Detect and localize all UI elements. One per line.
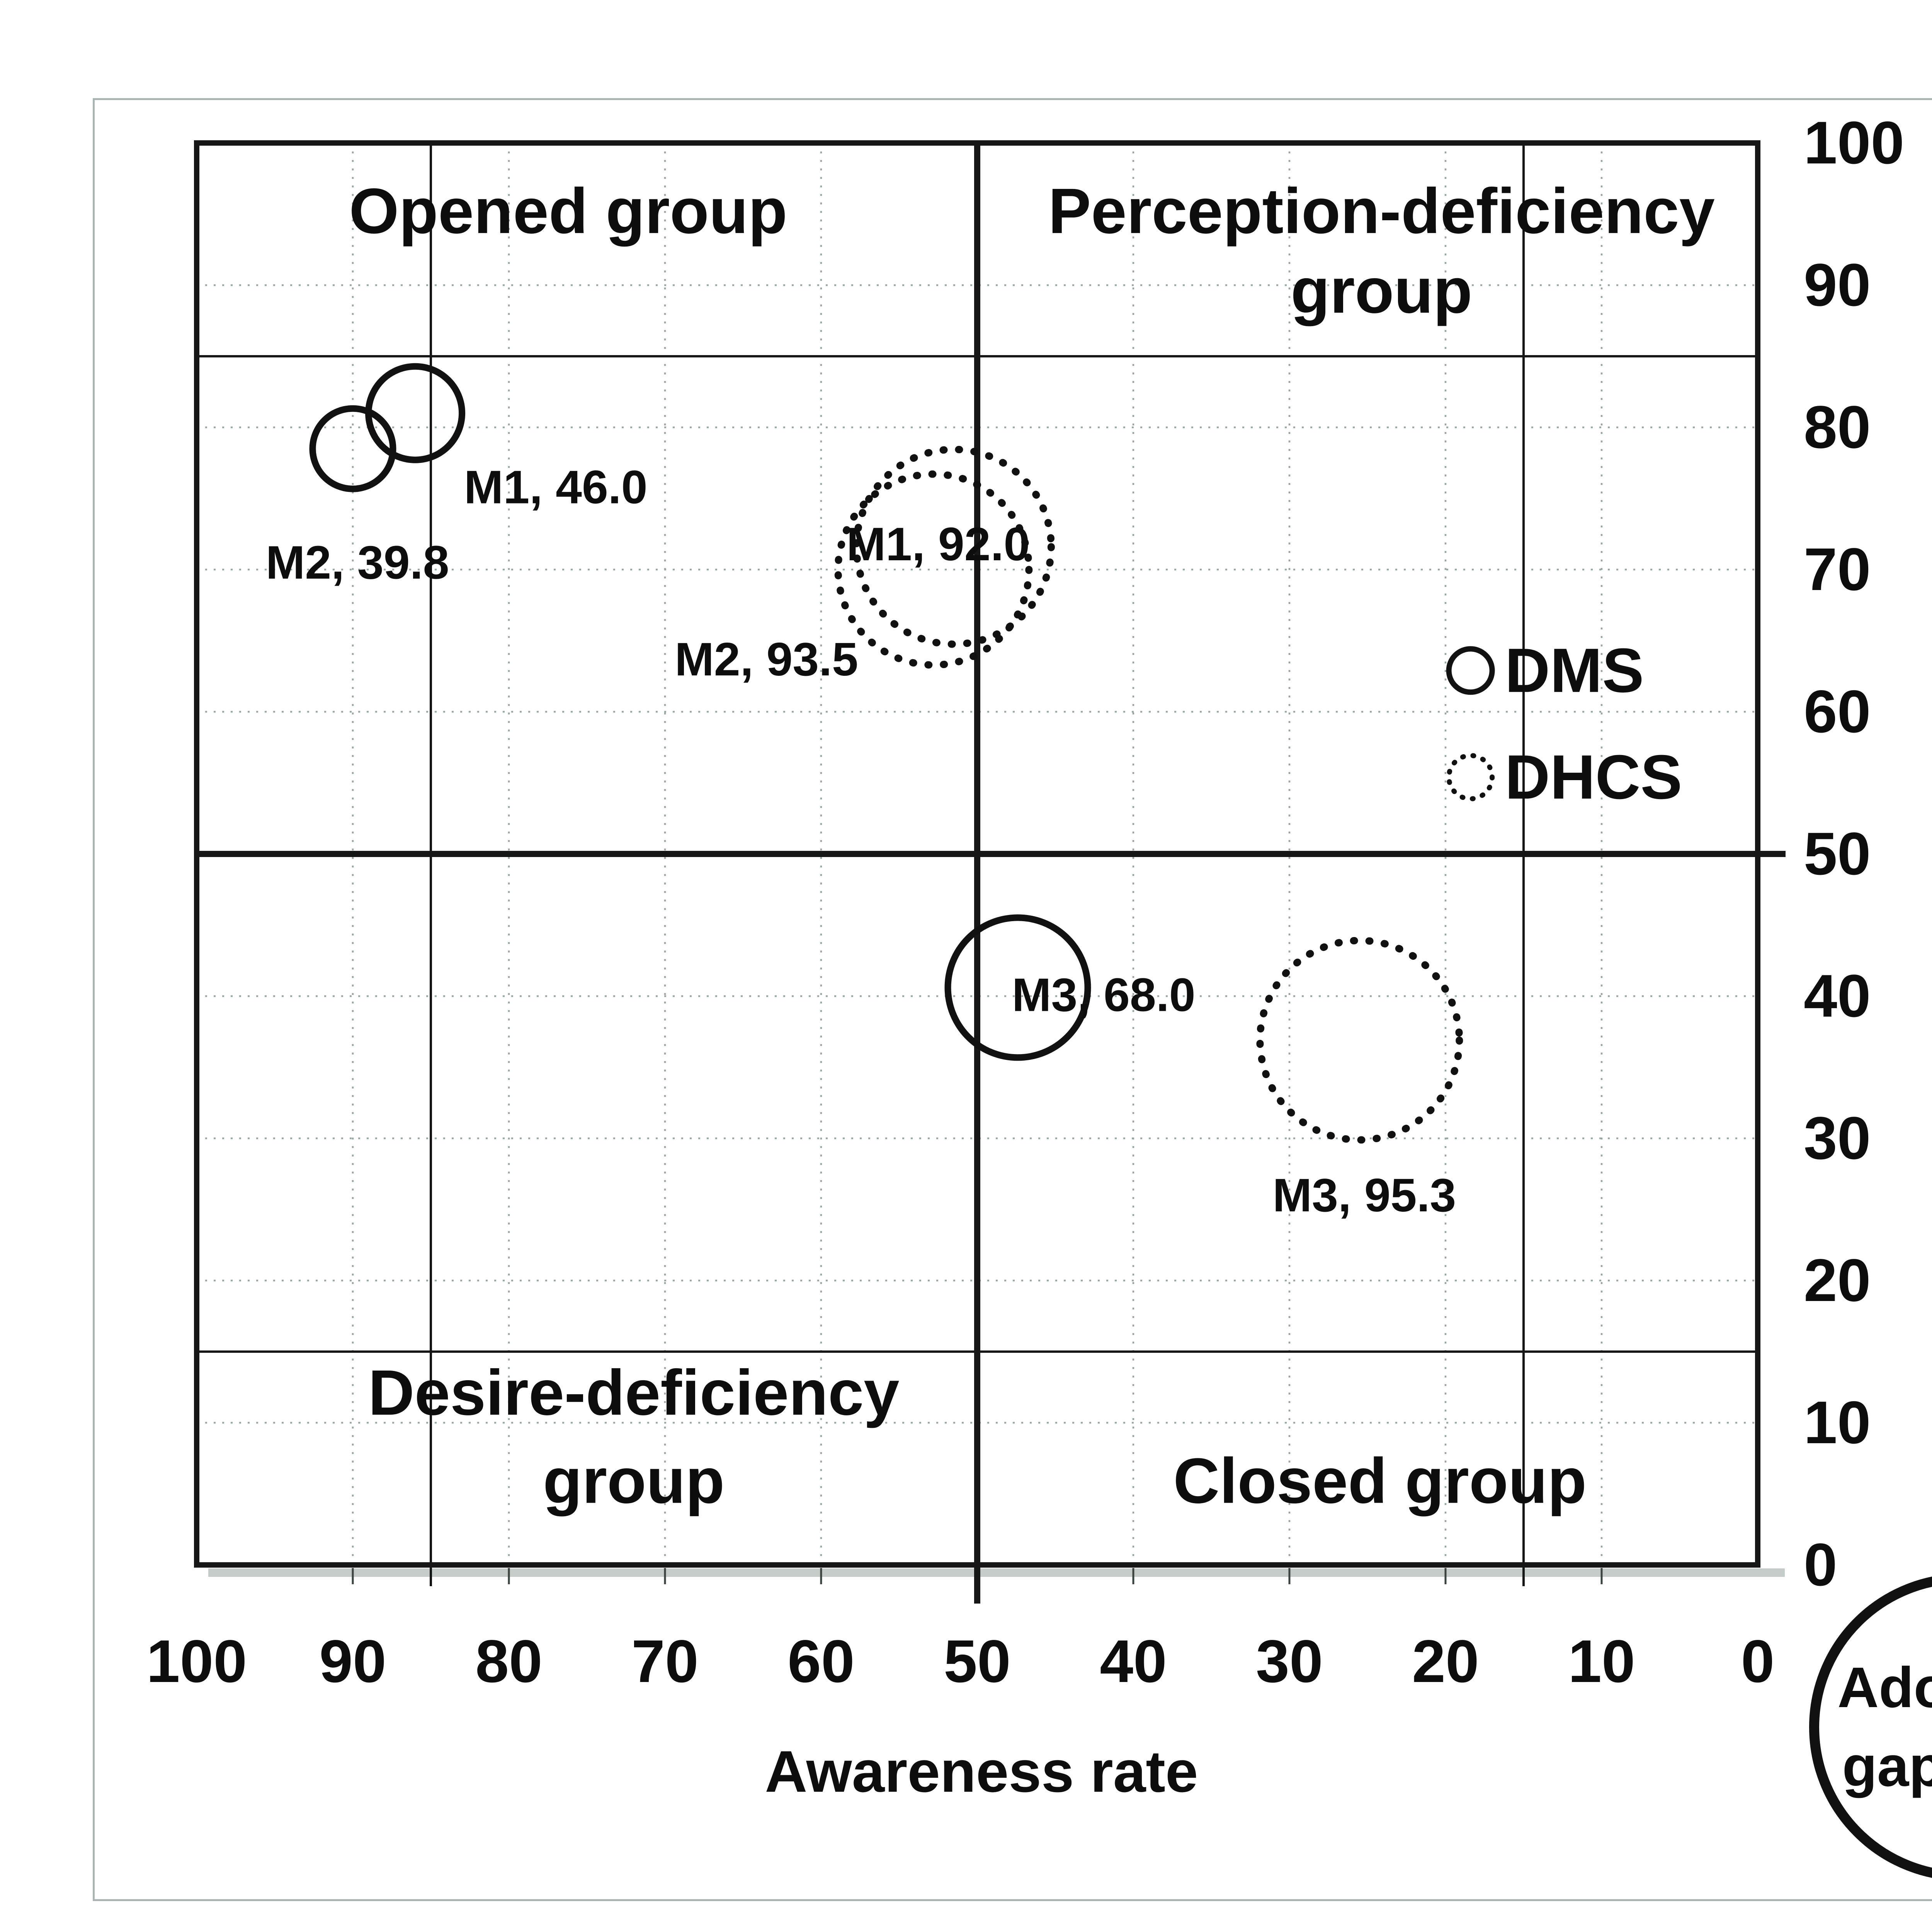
legend-marker-dhcs [1446, 753, 1495, 801]
quadrant-label-desire-deficiency-group: Desire-deficiency [368, 1357, 900, 1429]
quadrant-label-closed-group: Closed group [1173, 1445, 1587, 1517]
y-tick-label-0: 0 [1804, 1531, 1837, 1599]
quadrant-label-perception-deficiency-group: Perception-deficiency [1048, 175, 1715, 247]
x-tick-label-100: 100 [146, 1628, 247, 1695]
y-tick-label-70: 70 [1804, 536, 1871, 603]
x-tick-label-80: 80 [475, 1628, 543, 1695]
bubble-dhcs-m2 [834, 470, 1033, 669]
bubble-label-dms-m1: M1, 46.0 [464, 461, 648, 514]
quadrant-label-desire-deficiency-group: group [543, 1445, 724, 1517]
y-tick-label-20: 20 [1804, 1247, 1871, 1314]
bubble-size-legend-line2: gap ratio [1842, 1735, 1932, 1798]
x-tick-label-90: 90 [319, 1628, 386, 1695]
bubble-label-dhcs-m2: M2, 93.5 [675, 633, 858, 685]
bubble-label-dhcs-m1: M1, 92.0 [847, 518, 1030, 570]
y-tick-label-100: 100 [1804, 109, 1904, 177]
y-tick-label-80: 80 [1804, 394, 1871, 461]
legend-label-dhcs: DHCS [1505, 742, 1682, 812]
figure-panel [93, 98, 1932, 1901]
bubble-dhcs-m3 [1256, 937, 1463, 1144]
y-tick-label-10: 10 [1804, 1389, 1871, 1456]
legend-marker-dms [1446, 646, 1495, 695]
bubble-size-legend-line1: Adoption [1837, 1655, 1932, 1719]
y-tick-label-40: 40 [1804, 963, 1871, 1030]
legend-label-dms: DMS [1505, 636, 1644, 706]
y-tick-label-60: 60 [1804, 678, 1871, 745]
bubble-label-dms-m2: M2, 39.8 [266, 536, 449, 589]
y-tick-label-50: 50 [1804, 820, 1871, 888]
bubble-dhcs-m1 [852, 446, 1055, 648]
x-tick-label-60: 60 [787, 1628, 855, 1695]
x-tick-label-0: 0 [1741, 1628, 1775, 1695]
y-tick-label-90: 90 [1804, 252, 1871, 319]
bubble-dms-m3 [944, 914, 1091, 1061]
x-tick-label-70: 70 [631, 1628, 699, 1695]
x-tick-label-10: 10 [1568, 1628, 1635, 1695]
bubble-label-dhcs-m3: M3, 95.3 [1273, 1169, 1456, 1221]
plot-shadow [208, 1568, 1785, 1577]
quadrant-label-opened-group: Opened group [349, 175, 787, 247]
bubble-label-dms-m3: M3, 68.0 [1012, 968, 1196, 1021]
x-tick-label-50: 50 [944, 1628, 1011, 1695]
x-tick-label-30: 30 [1256, 1628, 1323, 1695]
x-tick-label-20: 20 [1412, 1628, 1479, 1695]
x-axis-title: Awareness rate [765, 1739, 1198, 1804]
bubble-dms-m2 [309, 405, 396, 492]
x-tick-label-40: 40 [1100, 1628, 1167, 1695]
y-tick-label-30: 30 [1804, 1105, 1871, 1172]
bubble-dms-m1 [365, 363, 466, 463]
quadrant-label-perception-deficiency-group: group [1291, 255, 1472, 327]
